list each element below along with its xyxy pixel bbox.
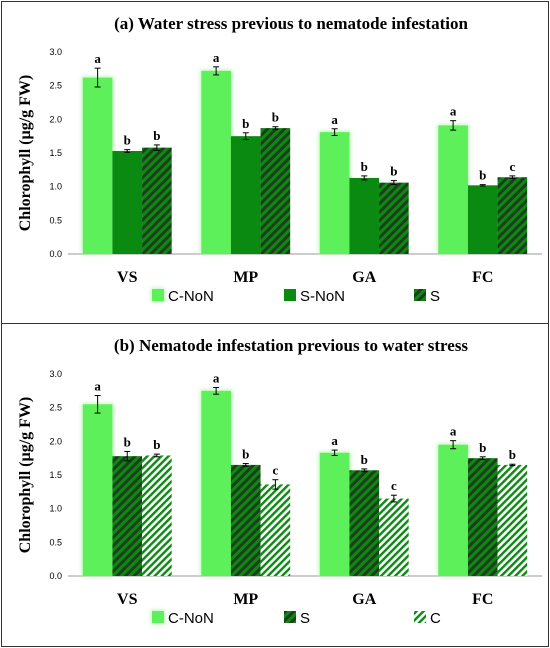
bar-MP-C: [260, 484, 291, 576]
bar-GA-C: [379, 498, 409, 576]
y-tick-label: 2.5: [49, 81, 62, 91]
bar-MP-S: [230, 464, 261, 576]
legend-swatch: [284, 611, 296, 623]
significance-label: b: [272, 110, 279, 125]
bar-FC-S: [467, 458, 498, 576]
chart-title: (a) Water stress previous to nematode in…: [114, 14, 468, 33]
y-axis-label: Chlorophyll (µg/g FW): [17, 397, 34, 554]
bar-FC-S: [497, 177, 528, 254]
bar-GA-S: [349, 470, 380, 576]
x-tick-label: GA: [352, 591, 376, 608]
significance-label: b: [124, 133, 131, 148]
x-tick-label: GA: [352, 269, 376, 286]
bar-FC-C: [497, 464, 528, 576]
y-tick-label: 2.0: [49, 436, 62, 446]
y-axis-label: Chlorophyll (µg/g FW): [17, 75, 34, 232]
legend-label: C-NoN: [168, 288, 214, 305]
y-tick-label: 3.0: [49, 47, 62, 57]
significance-label: b: [153, 128, 160, 143]
legend-label: S: [300, 610, 310, 627]
chart-a-svg: (a) Water stress previous to nematode in…: [17, 14, 542, 305]
x-tick-label: VS: [117, 591, 138, 608]
y-tick-label: 0.0: [49, 571, 62, 581]
bar-MP-C-NoN: [201, 390, 231, 576]
significance-label: b: [479, 440, 486, 455]
y-tick-label: 1.0: [49, 182, 62, 192]
y-tick-label: 2.5: [49, 403, 62, 413]
legend-swatch: [284, 289, 296, 301]
legend-label: C: [430, 610, 441, 627]
bar-VS-C-NoN: [82, 77, 113, 254]
bar-MP-C-NoN: [201, 70, 231, 254]
significance-label: a: [94, 51, 101, 66]
significance-label: b: [509, 447, 516, 462]
y-tick-label: 1.5: [49, 470, 62, 480]
legend-label: S: [430, 288, 440, 305]
significance-label: b: [124, 434, 131, 449]
bar-VS-S: [142, 147, 172, 254]
bar-GA-C-NoN: [319, 132, 350, 254]
bar-MP-S-NoN: [230, 136, 261, 254]
legend-swatch: [152, 611, 164, 623]
y-tick-label: 0.0: [49, 249, 62, 259]
significance-label: b: [361, 159, 368, 174]
bar-MP-S: [260, 128, 291, 254]
bar-GA-S-NoN: [349, 177, 380, 254]
y-tick-label: 2.0: [49, 114, 62, 124]
bar-VS-S-NoN: [112, 150, 143, 254]
significance-label: b: [242, 447, 249, 462]
significance-label: c: [509, 159, 515, 174]
significance-label: a: [213, 370, 220, 385]
y-tick-label: 0.5: [49, 537, 62, 547]
bar-VS-C-NoN: [82, 404, 113, 576]
x-tick-label: VS: [117, 269, 138, 286]
bar-VS-S: [112, 456, 143, 576]
y-tick-label: 3.0: [49, 369, 62, 379]
significance-label: c: [272, 463, 278, 478]
bar-GA-C-NoN: [319, 452, 350, 576]
x-tick-label: MP: [233, 269, 258, 286]
chart-panel-a: (a) Water stress previous to nematode in…: [1, 1, 549, 324]
chart-panel-b: (b) Nematode infestation previous to wat…: [1, 323, 549, 647]
legend-swatch: [414, 289, 426, 301]
bar-GA-S: [379, 182, 409, 254]
significance-label: b: [390, 164, 397, 179]
x-tick-label: FC: [472, 269, 493, 286]
significance-label: b: [479, 168, 486, 183]
bar-FC-C-NoN: [438, 444, 468, 576]
significance-label: a: [94, 379, 101, 394]
significance-label: b: [361, 452, 368, 467]
x-tick-label: MP: [233, 591, 258, 608]
significance-label: a: [450, 424, 457, 439]
significance-label: b: [242, 116, 249, 131]
y-tick-label: 1.0: [49, 504, 62, 514]
legend-swatch: [152, 289, 164, 301]
legend-label: C-NoN: [168, 610, 214, 627]
bar-VS-C: [142, 455, 172, 576]
x-tick-label: FC: [472, 591, 493, 608]
legend-label: S-NoN: [300, 288, 345, 305]
significance-label: b: [153, 437, 160, 452]
significance-label: a: [213, 50, 220, 65]
y-tick-label: 0.5: [49, 215, 62, 225]
significance-label: a: [450, 104, 457, 119]
chart-title: (b) Nematode infestation previous to wat…: [114, 336, 469, 355]
legend-swatch: [414, 611, 426, 623]
significance-label: a: [331, 112, 338, 127]
y-tick-label: 1.5: [49, 148, 62, 158]
significance-label: a: [331, 433, 338, 448]
bar-FC-S-NoN: [467, 185, 498, 254]
significance-label: c: [391, 478, 397, 493]
bar-FC-C-NoN: [438, 125, 468, 254]
chart-b-svg: (b) Nematode infestation previous to wat…: [17, 336, 542, 627]
